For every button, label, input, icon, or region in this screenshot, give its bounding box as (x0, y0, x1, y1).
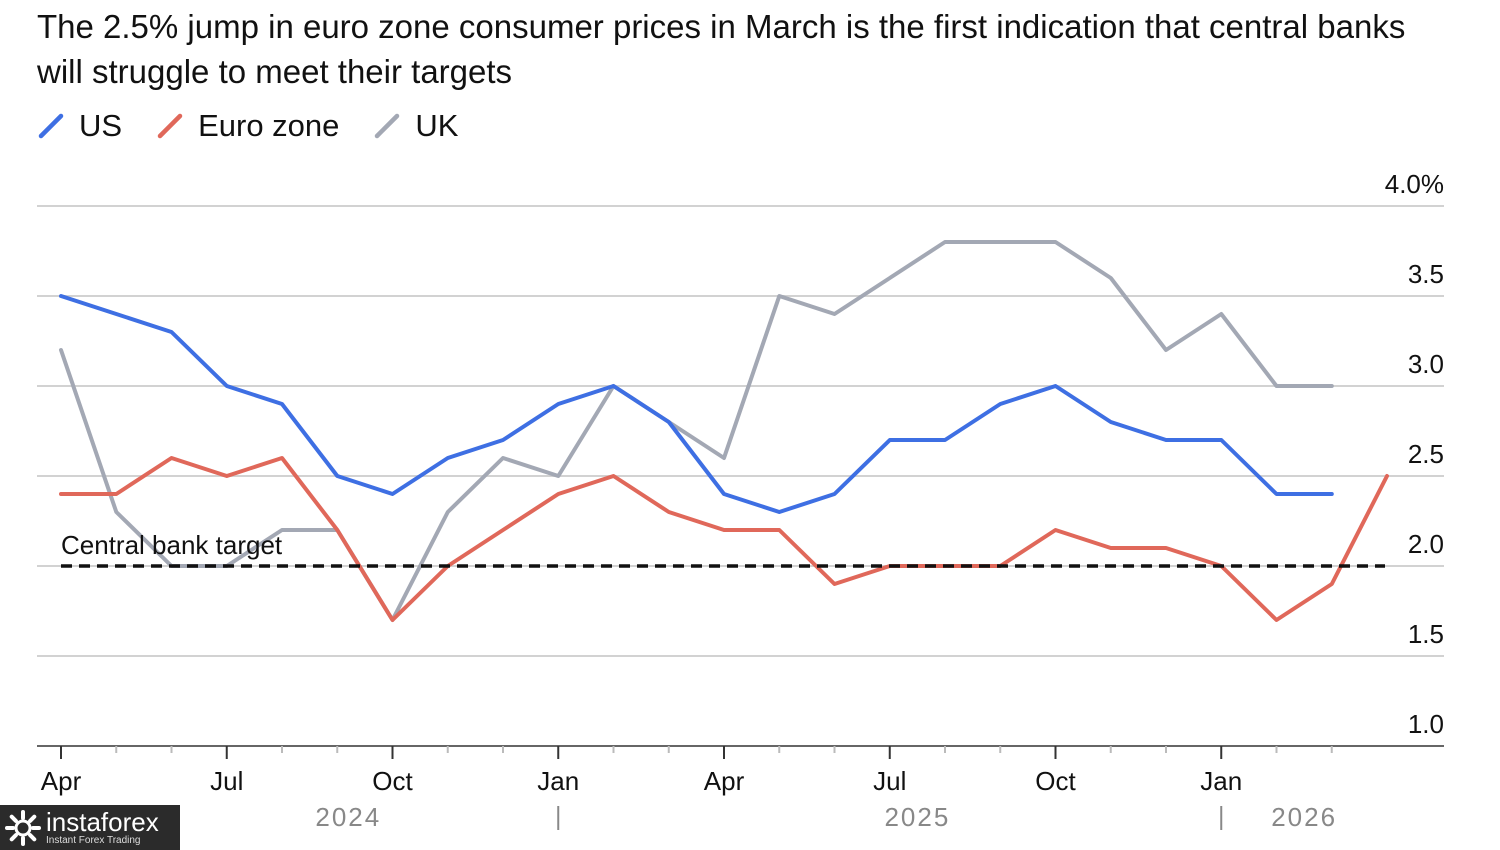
x-tick-label: Jul (210, 766, 243, 796)
watermark-brand: instaforex (46, 806, 159, 837)
y-tick-label: 1.5 (1408, 619, 1444, 649)
x-tick-label: Apr (704, 766, 745, 796)
watermark-tagline: Instant Forex Trading (46, 834, 141, 846)
y-tick-label: 4.0% (1385, 169, 1444, 199)
series-lines (59, 240, 1389, 622)
series-line-euro-zone (59, 456, 1389, 622)
x-tick-label: Jan (537, 766, 579, 796)
legend-item-uk: UK (373, 108, 458, 144)
y-tick-label: 2.0 (1408, 529, 1444, 559)
target-reference: Central bank target (61, 530, 1385, 568)
x-tick-label: Jul (873, 766, 906, 796)
target-line-label: Central bank target (61, 530, 283, 560)
x-tick-label: Oct (372, 766, 413, 796)
x-tick-label: Oct (1035, 766, 1076, 796)
y-tick-label: 2.5 (1408, 439, 1444, 469)
legend-swatch-uk (375, 113, 400, 139)
legend-label-us: US (79, 108, 123, 143)
legend-swatch-us (38, 113, 64, 139)
y-axis-tick-labels: 4.0% 3.5 3.0 2.5 2.0 1.5 1.0 (1385, 169, 1444, 739)
legend: US Euro zone UK (37, 104, 492, 148)
year-label: 2024 (315, 802, 381, 832)
series-line-us (59, 294, 1334, 514)
legend-swatch-euro-zone (157, 113, 183, 139)
gridlines (37, 205, 1444, 747)
year-label: 2025 (884, 802, 950, 832)
y-tick-label: 3.0 (1408, 349, 1444, 379)
legend-item-us: US (37, 108, 122, 144)
legend-label-uk: UK (415, 108, 459, 143)
x-tick-label: Apr (41, 766, 82, 796)
instaforex-logo-icon (5, 809, 41, 846)
x-tick-label: Jan (1200, 766, 1242, 796)
watermark: instaforex Instant Forex Trading (0, 805, 180, 850)
year-label: 2026 (1271, 802, 1337, 832)
y-tick-label: 1.0 (1408, 709, 1444, 739)
chart-title: The 2.5% jump in euro zone consumer pric… (37, 8, 1406, 90)
x-axis: Apr Jul Oct Jan Apr Jul Oct Jan 2024 2025 2026 (41, 746, 1337, 832)
series-line-uk (59, 240, 1334, 622)
legend-item-euro-zone: Euro zone (156, 108, 339, 144)
y-tick-label: 3.5 (1408, 259, 1444, 289)
legend-label-euro-zone: Euro zone (198, 108, 340, 143)
